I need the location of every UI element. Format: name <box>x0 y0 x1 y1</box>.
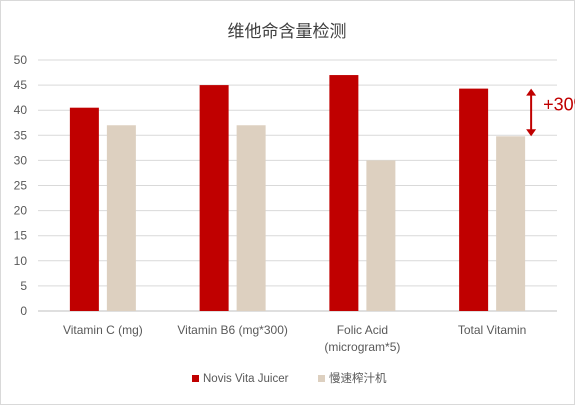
y-tick-label: 5 <box>20 279 27 293</box>
y-tick-label: 40 <box>14 103 28 117</box>
legend-swatch <box>318 375 325 382</box>
x-tick-label: Total Vitamin <box>458 323 526 337</box>
bar-novis <box>199 85 229 311</box>
y-tick-label: 20 <box>14 204 28 218</box>
x-axis: Vitamin C (mg) Vitamin B6 (mg*300) Folic A… <box>63 323 526 354</box>
x-tick-label: Vitamin B6 (mg*300) <box>177 323 288 337</box>
annotation: +30% <box>526 88 575 137</box>
arrow-up-icon <box>526 88 537 96</box>
legend-swatch <box>192 375 199 382</box>
legend-label: 慢速榨汁机 <box>329 371 387 385</box>
x-tick-label: (microgram*5) <box>324 340 400 354</box>
legend: Novis Vita Juicer 慢速榨汁机 <box>192 371 387 385</box>
y-tick-label: 30 <box>14 153 28 167</box>
bar-slow-juicer <box>106 125 136 311</box>
bar-slow-juicer <box>366 160 396 311</box>
y-tick-label: 10 <box>14 254 28 268</box>
chart-title: 维他命含量检测 <box>228 22 347 41</box>
x-tick-label: Vitamin C (mg) <box>63 323 143 337</box>
y-axis: 0 5 10 15 20 25 30 35 40 45 50 <box>14 53 28 318</box>
bar-slow-juicer <box>496 136 526 311</box>
y-tick-label: 15 <box>14 229 28 243</box>
y-tick-label: 45 <box>14 78 28 92</box>
y-tick-label: 25 <box>14 179 28 193</box>
annotation-label: +30% <box>543 94 575 114</box>
bars <box>69 75 526 311</box>
bar-novis <box>459 88 489 311</box>
y-tick-label: 50 <box>14 53 28 67</box>
y-tick-label: 0 <box>20 304 27 318</box>
y-tick-label: 35 <box>14 128 28 142</box>
arrow-down-icon <box>526 129 537 137</box>
bar-slow-juicer <box>236 125 266 311</box>
bar-novis <box>329 75 359 311</box>
legend-label: Novis Vita Juicer <box>203 373 289 385</box>
bar-novis <box>69 107 99 311</box>
x-tick-label: Folic Acid <box>337 323 388 337</box>
